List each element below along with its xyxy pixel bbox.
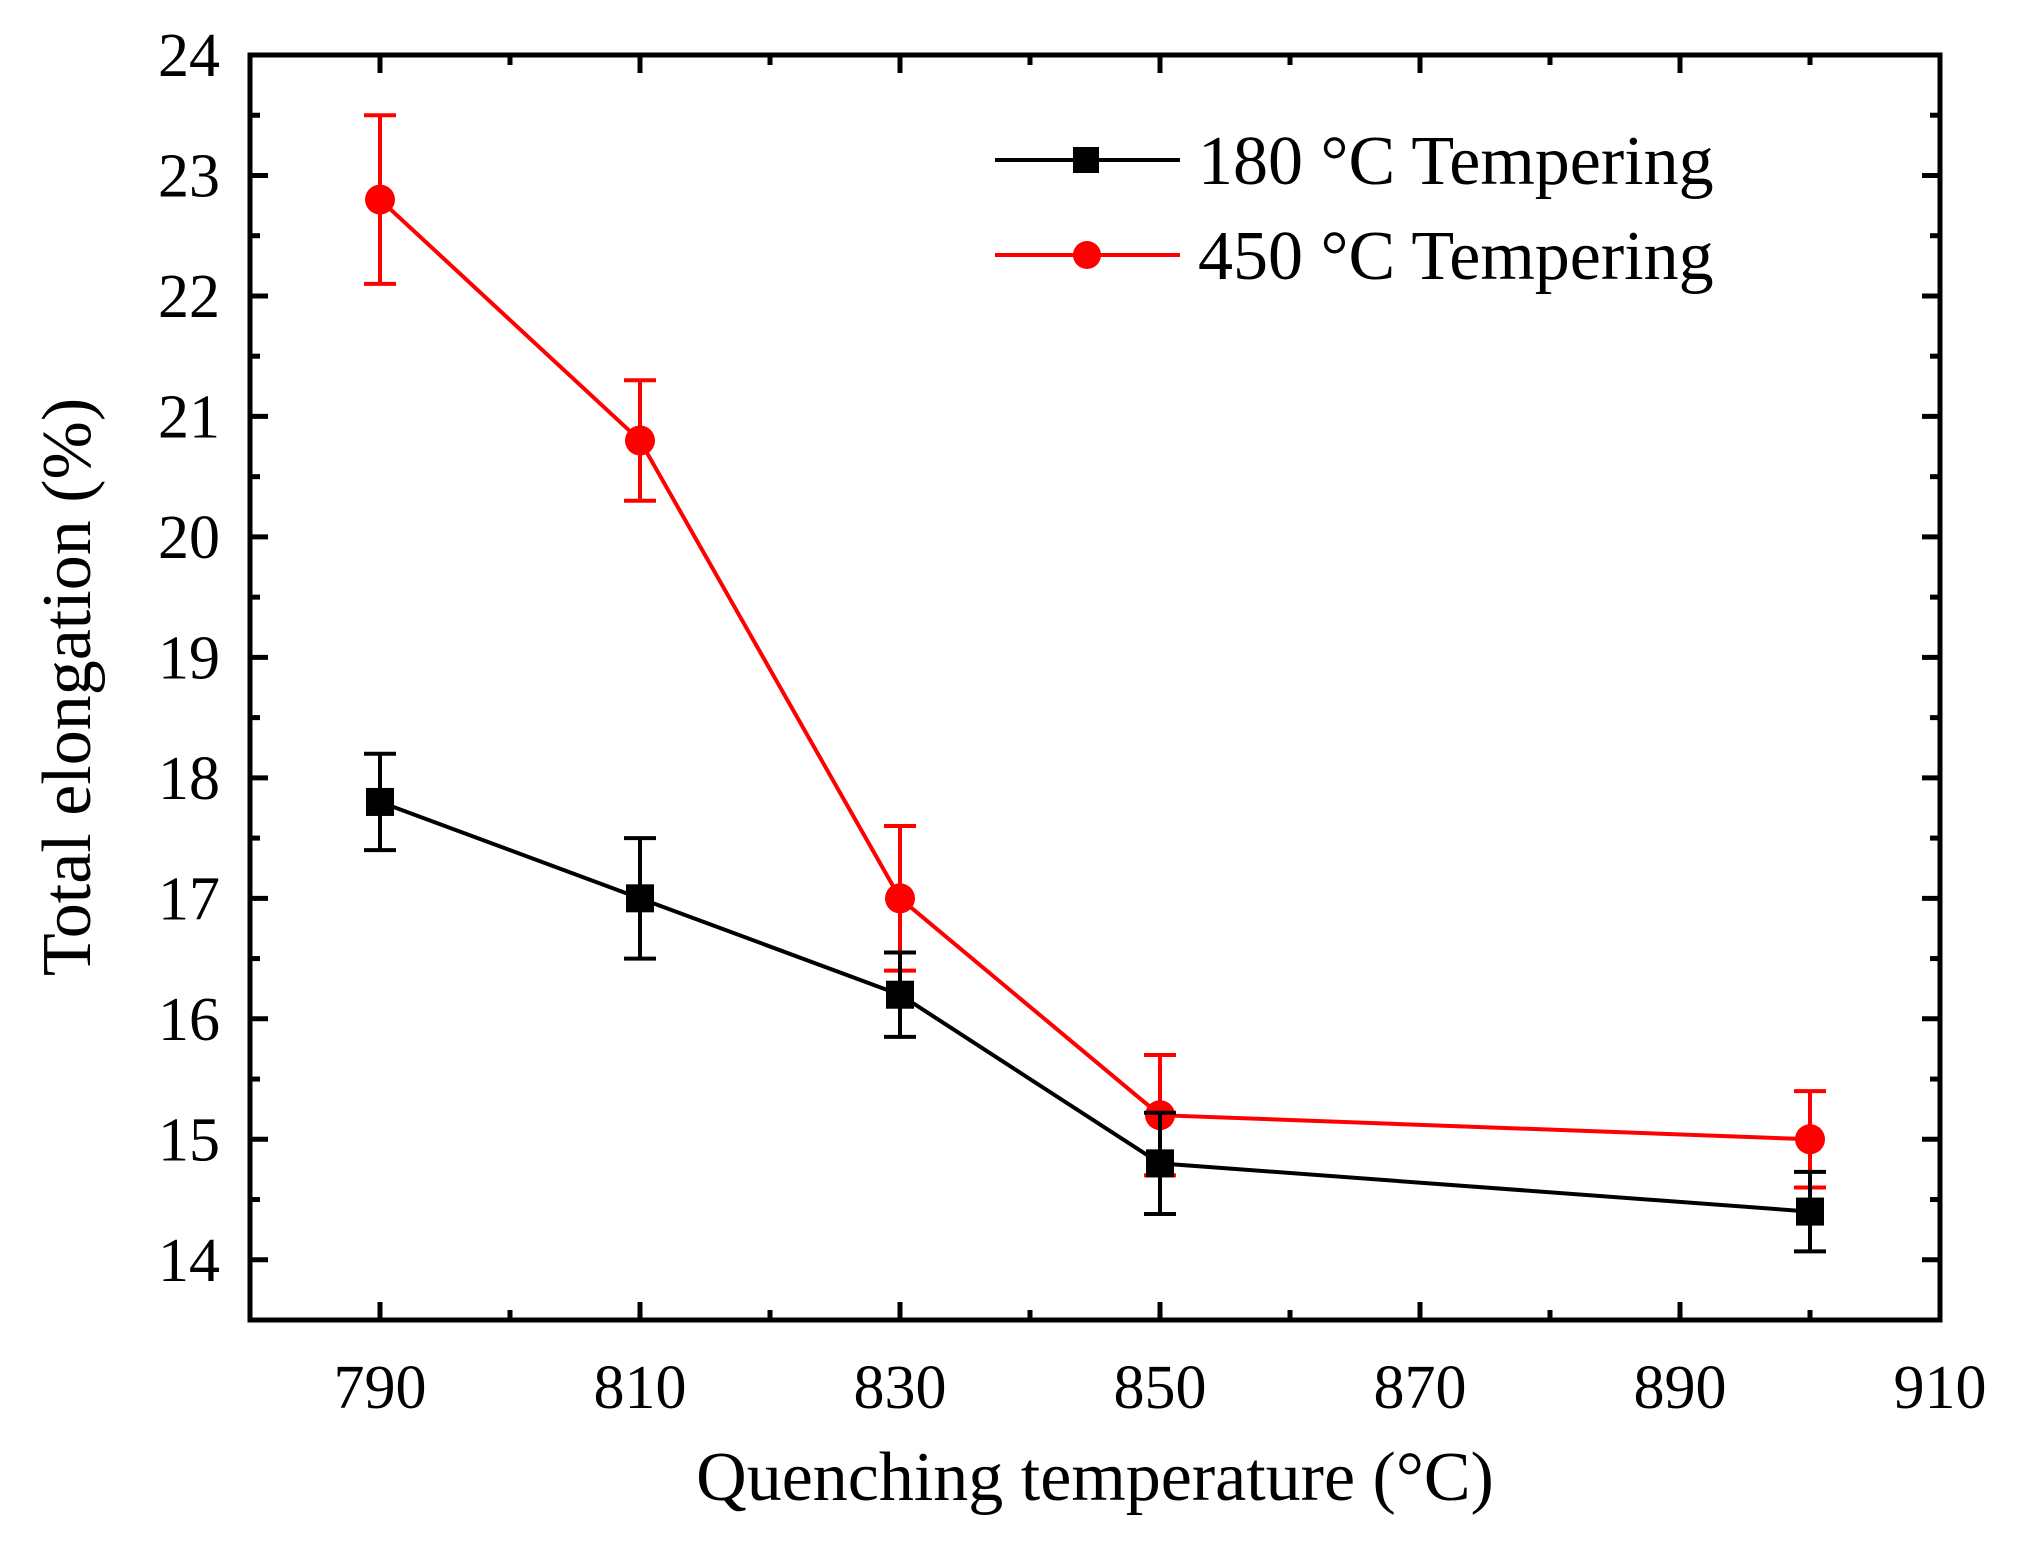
x-tick-label: 810 xyxy=(594,1354,687,1422)
data-point-square xyxy=(1146,1149,1174,1178)
series-layer xyxy=(364,113,1826,1254)
legend-item: 450 °C Tempering xyxy=(995,218,1714,295)
y-tick-label: 17 xyxy=(158,865,220,933)
legend-item: 180 °C Tempering xyxy=(995,123,1714,200)
x-tick-label: 910 xyxy=(1894,1354,1987,1422)
y-tick-label: 19 xyxy=(158,624,220,692)
legend-label: 180 °C Tempering xyxy=(1198,123,1714,200)
y-tick-label: 24 xyxy=(158,22,220,90)
y-axis-title: Total elongation (%) xyxy=(29,398,106,976)
legend: 180 °C Tempering 450 °C Tempering xyxy=(995,123,1714,295)
data-point-circle xyxy=(365,184,395,215)
y-tick-label: 18 xyxy=(158,745,220,813)
data-point-square xyxy=(1796,1197,1824,1226)
data-point-square xyxy=(626,884,654,913)
axis-ticks: 790 810 830 850 870 890 910 14 15 16 17 18 19 20 21 22 2… xyxy=(158,22,1987,1422)
y-tick-label: 21 xyxy=(158,383,220,451)
plot-frame xyxy=(247,52,1943,1323)
data-point-square xyxy=(366,787,394,816)
y-tick-label: 20 xyxy=(158,504,220,572)
series-line xyxy=(379,800,1811,1214)
x-tick-label: 790 xyxy=(334,1354,427,1422)
x-tick-label: 850 xyxy=(1114,1354,1207,1422)
x-tick-label: 830 xyxy=(854,1354,947,1422)
data-point-circle xyxy=(1795,1124,1825,1155)
series-square xyxy=(364,751,1826,1254)
y-tick-label: 22 xyxy=(158,263,220,331)
y-tick-label: 14 xyxy=(158,1227,220,1295)
y-tick-label: 23 xyxy=(158,142,220,210)
x-axis-title: Quenching temperature (°C) xyxy=(696,1439,1494,1516)
data-point-square xyxy=(886,980,914,1009)
y-tick-label: 16 xyxy=(158,986,220,1054)
data-point-circle xyxy=(625,425,655,456)
legend-marker-square xyxy=(1073,147,1099,173)
legend-label: 450 °C Tempering xyxy=(1198,218,1714,295)
x-tick-label: 870 xyxy=(1374,1354,1467,1422)
legend-marker-circle xyxy=(1073,241,1101,269)
y-tick-label: 15 xyxy=(158,1106,220,1174)
x-tick-label: 890 xyxy=(1634,1354,1727,1422)
data-point-circle xyxy=(885,883,915,914)
series-line xyxy=(378,198,1811,1142)
